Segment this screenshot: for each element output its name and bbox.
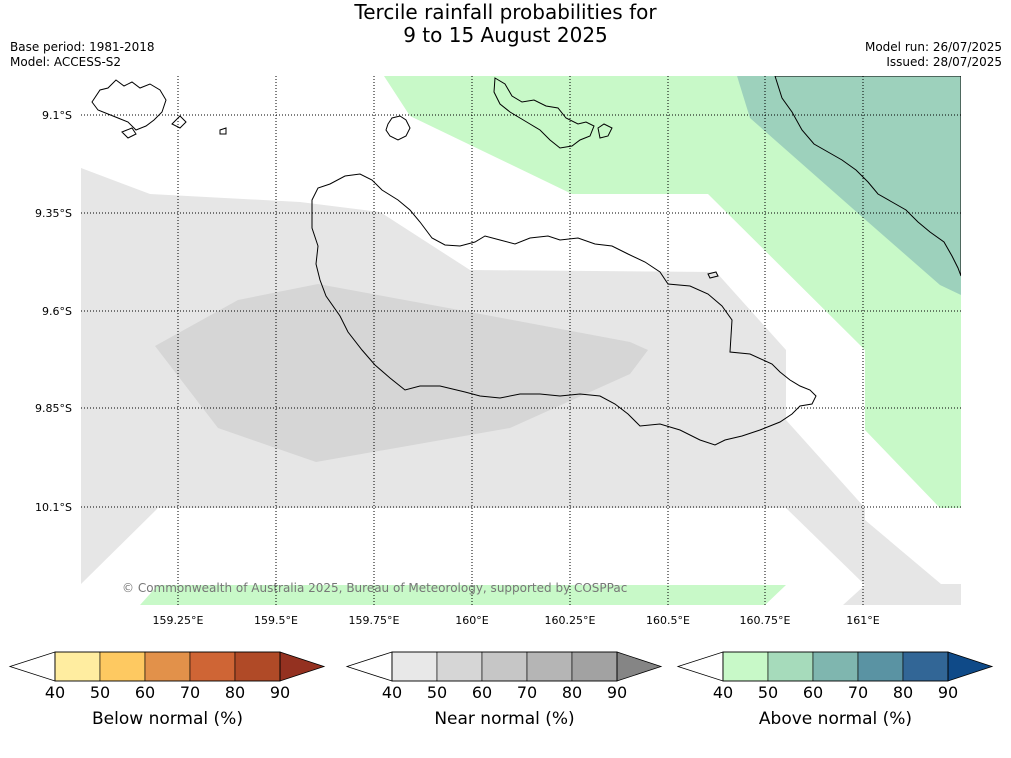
colorbar-tick-label: 90	[937, 683, 959, 702]
model-name: Model: ACCESS-S2	[10, 55, 122, 69]
colorbar-segment	[571, 651, 618, 682]
colorbar-tick-label: 90	[606, 683, 628, 702]
above-normal-60-region	[737, 76, 961, 295]
lat-label: 9.35°S	[35, 207, 72, 220]
colorbar-segment	[99, 651, 146, 682]
colorbar-segment	[234, 651, 281, 682]
lat-label: 9.85°S	[35, 402, 72, 415]
graticule	[81, 76, 961, 605]
colorbar-left-extension	[676, 651, 724, 682]
colorbar-tick-label: 50	[89, 683, 111, 702]
lon-label: 159.25°E	[153, 614, 204, 627]
colorbar-label: Below normal (%)	[92, 709, 243, 729]
coastline-savo-island	[385, 115, 411, 141]
title-line-1: Tercile rainfall probabilities for	[354, 0, 657, 24]
lon-label: 160.25°E	[545, 614, 596, 627]
copyright-notice: © Commonwealth of Australia 2025, Bureau…	[122, 581, 627, 595]
coastline-florida-islands	[493, 77, 613, 149]
colorbar-right-extension	[279, 651, 326, 682]
lon-label: 160.5°E	[646, 614, 690, 627]
colorbar-segment	[902, 651, 949, 682]
lon-label: 159.5°E	[254, 614, 298, 627]
above-normal-40-region	[384, 76, 961, 508]
colorbar-right-extension	[947, 651, 994, 682]
colorbar-tick-label: 90	[269, 683, 291, 702]
colorbar-segment	[391, 651, 438, 682]
colorbar-tick-label: 70	[179, 683, 201, 702]
colorbar-tick-label: 40	[44, 683, 66, 702]
lon-label: 161°E	[846, 614, 879, 627]
colorbar-tick-label: 80	[224, 683, 246, 702]
near-normal-50-region	[155, 284, 648, 462]
colorbar-tick-label: 50	[426, 683, 448, 702]
issued-date: Issued: 28/07/2025	[886, 55, 1002, 69]
colorbar-segment	[722, 651, 769, 682]
title-line-2: 9 to 15 August 2025	[403, 23, 608, 47]
colorbar-tick-label: 80	[892, 683, 914, 702]
colorbar-segment	[526, 651, 573, 682]
coastline-islet	[707, 271, 719, 279]
colorbar-segment	[481, 651, 528, 682]
colorbar-left-extension	[345, 651, 393, 682]
coastline-guadalcanal	[311, 173, 817, 446]
colorbar-segment	[857, 651, 904, 682]
lon-label: 160°E	[455, 614, 488, 627]
colorbar-segment	[144, 651, 191, 682]
colorbar-tick-label: 60	[802, 683, 824, 702]
colorbar-segment	[54, 651, 101, 682]
colorbar-near-normal	[345, 651, 663, 682]
colorbar-label: Above normal (%)	[758, 709, 913, 729]
lat-label: 10.1°S	[35, 501, 72, 514]
colorbar-segment	[436, 651, 483, 682]
colorbar-segment	[767, 651, 814, 682]
colorbar-tick-label: 60	[471, 683, 493, 702]
lon-label: 159.75°E	[349, 614, 400, 627]
colorbar-below-normal	[8, 651, 326, 682]
base-period: Base period: 1981-2018	[10, 40, 155, 54]
colorbar-tick-label: 40	[381, 683, 403, 702]
lon-label: 160.75°E	[740, 614, 791, 627]
colorbar-tick-label: 80	[561, 683, 583, 702]
colorbar-tick-label: 70	[847, 683, 869, 702]
colorbar-right-extension	[616, 651, 663, 682]
colorbar-segment	[189, 651, 236, 682]
colorbar-label: Near normal (%)	[434, 709, 575, 729]
above-normal-40-region-south	[140, 585, 786, 605]
colorbar-tick-label: 50	[757, 683, 779, 702]
colorbar-above-normal	[676, 651, 994, 682]
model-run: Model run: 26/07/2025	[864, 40, 1002, 54]
colorbar-tick-label: 40	[712, 683, 734, 702]
lat-label: 9.1°S	[42, 109, 72, 122]
colorbar-tick-label: 60	[134, 683, 156, 702]
coastline-russell-islands	[91, 79, 227, 139]
colorbar-left-extension	[8, 651, 56, 682]
colorbar-tick-label: 70	[516, 683, 538, 702]
coastline-malaita	[774, 76, 961, 277]
lat-label: 9.6°S	[42, 305, 72, 318]
colorbar-segment	[812, 651, 859, 682]
